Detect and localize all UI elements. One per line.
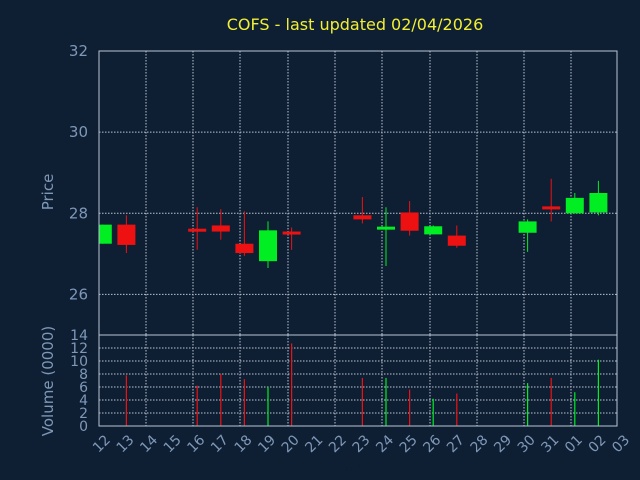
x-tick-label: 31 [538, 432, 562, 456]
x-tick-label: 17 [208, 432, 232, 456]
candle-24 [377, 207, 395, 267]
candle-body [565, 197, 584, 214]
x-tick-label: 28 [468, 432, 492, 456]
x-tick-label: 22 [326, 432, 350, 456]
x-tick-label: 29 [491, 432, 515, 456]
candle-body [188, 228, 207, 232]
volume-tick-label: 4 [79, 393, 88, 409]
candle-17 [211, 209, 230, 240]
x-tick-label: 03 [609, 432, 633, 456]
price-tick-label: 32 [69, 42, 88, 60]
candle-body [282, 231, 301, 235]
x-tick-label: 13 [114, 432, 138, 456]
x-tick-label: 01 [562, 432, 586, 456]
price-plot-frame [98, 50, 618, 336]
candle-31 [542, 178, 561, 222]
x-tick-label: 26 [420, 432, 444, 456]
candle-18 [235, 211, 254, 256]
price-tick-label: 28 [69, 204, 88, 222]
x-tick-label: 02 [586, 432, 610, 456]
volume-plot-frame [98, 334, 618, 427]
candle-12 [99, 224, 112, 244]
price-tick-label: 26 [69, 285, 88, 303]
volume-tick-label: 14 [70, 328, 88, 344]
volume-grid [99, 334, 617, 427]
x-tick-label: 14 [137, 432, 161, 456]
candle-02 [589, 180, 608, 216]
price-grid [99, 50, 617, 335]
candle-27 [447, 225, 466, 248]
candle-body [353, 215, 372, 220]
candle-body [99, 224, 112, 244]
x-tick-label: 20 [279, 432, 303, 456]
candle-body [211, 225, 230, 232]
candle-body [377, 226, 395, 230]
x-tick-label: 23 [350, 432, 374, 456]
volume-tick-label: 0 [79, 419, 88, 435]
x-tick-label: 19 [255, 432, 279, 456]
volume-tick-label: 2 [79, 406, 88, 422]
candle-16 [188, 207, 207, 250]
candle-body [117, 224, 136, 245]
candle-body [424, 226, 443, 235]
candle-25 [400, 201, 419, 236]
candlestick-series [99, 178, 608, 269]
x-ticks: 12 13 14 15 16 17 18 19 20 21 22 23 24 25 26 27 28 29 30 31… [90, 432, 633, 456]
volume-tick-label: 10 [70, 354, 88, 370]
candle-body [235, 243, 254, 254]
x-tick-label: 30 [515, 432, 539, 456]
price-y-ticks: 26 28 30 32 [69, 42, 88, 303]
x-tick-label: 16 [184, 432, 208, 456]
x-tick-label: 27 [444, 432, 468, 456]
chart-title: COFS - last updated 02/04/2026 [227, 15, 484, 34]
price-tick-label: 30 [69, 123, 88, 141]
volume-axis-label: Volume (0000) [39, 326, 57, 436]
candle-23 [353, 197, 372, 224]
x-tick-label: 25 [397, 432, 421, 456]
candle-body [400, 212, 419, 231]
candle-body [518, 221, 537, 233]
volume-tick-label: 8 [79, 367, 88, 383]
volume-tick-label: 6 [79, 380, 88, 396]
candle-body [589, 193, 608, 213]
price-axis-label: Price [39, 174, 57, 211]
volume-tick-label: 12 [70, 341, 88, 357]
candle-20 [282, 227, 301, 250]
candle-30 [518, 219, 537, 252]
x-tick-label: 12 [90, 432, 114, 456]
x-tick-label: 21 [302, 432, 326, 456]
volume-series [125, 343, 600, 426]
candle-13 [117, 215, 136, 254]
candle-body [542, 206, 561, 210]
x-tick-label: 24 [373, 432, 397, 456]
candle-19 [259, 221, 277, 269]
x-tick-label: 15 [161, 432, 185, 456]
x-tick-label: 18 [232, 432, 256, 456]
candle-26 [424, 225, 443, 235]
candle-body [259, 230, 277, 262]
candle-body [447, 235, 466, 246]
candle-01 [565, 193, 584, 214]
x-axis-label: Day [333, 459, 361, 475]
